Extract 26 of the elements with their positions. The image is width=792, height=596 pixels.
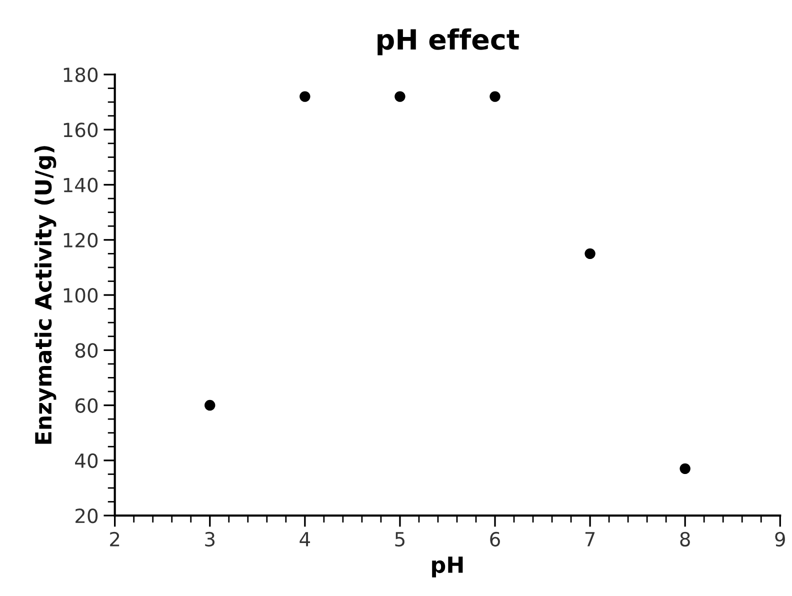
x-tick-label: 6 bbox=[490, 532, 500, 547]
x-tick-label: 7 bbox=[585, 532, 595, 546]
x-axis-title: pH bbox=[432, 556, 463, 578]
y-tick-label: 100 bbox=[64, 288, 98, 303]
x-tick-label: 5 bbox=[395, 532, 404, 547]
y-tick-label: 120 bbox=[64, 232, 98, 248]
x-tick-label: 4 bbox=[300, 532, 310, 546]
x-tick-label: 3 bbox=[205, 532, 215, 547]
point bbox=[394, 91, 406, 102]
y-axis-title: Enzymatic Activity (U/g) bbox=[34, 146, 56, 444]
x-tick-label: 9 bbox=[775, 532, 785, 547]
x-tick-label: 8 bbox=[680, 532, 690, 547]
point bbox=[300, 91, 310, 102]
y-tick-label: 80 bbox=[75, 343, 98, 358]
point bbox=[490, 91, 500, 102]
y-tick-label: 140 bbox=[64, 178, 98, 192]
y-tick-label: 160 bbox=[64, 122, 98, 138]
y-tick-label: 20 bbox=[76, 508, 98, 524]
point bbox=[204, 400, 216, 411]
chart-title: pH effect bbox=[378, 28, 520, 56]
point bbox=[680, 463, 690, 474]
point bbox=[584, 248, 596, 260]
y-tick-label: 40 bbox=[75, 453, 98, 468]
y-tick-label: 60 bbox=[75, 398, 98, 413]
x-tick-label: 2 bbox=[110, 532, 120, 546]
y-tick-label: 180 bbox=[64, 67, 98, 82]
